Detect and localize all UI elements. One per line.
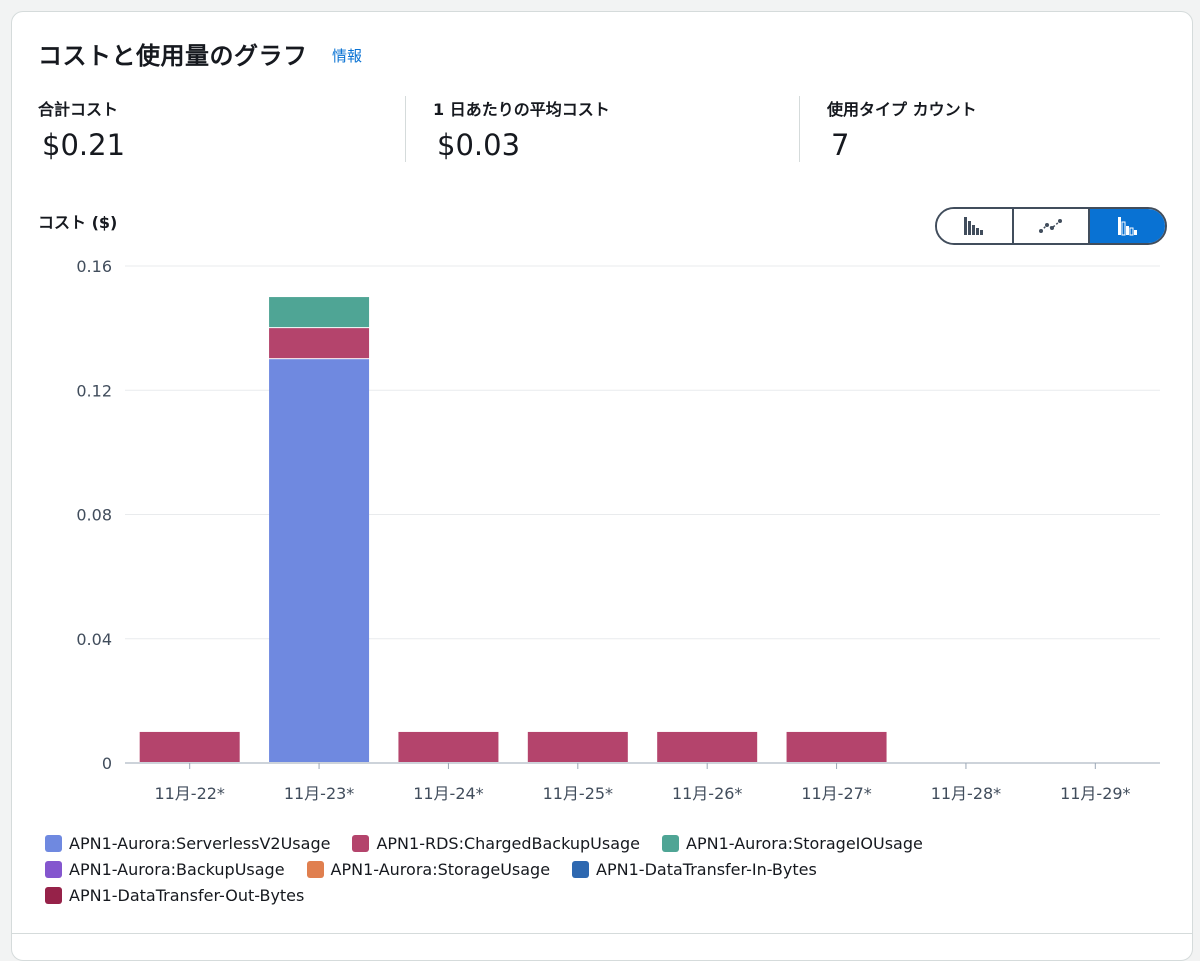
- bar-segment[interactable]: [786, 731, 887, 762]
- divider: [12, 933, 1192, 934]
- legend-item[interactable]: APN1-DataTransfer-In-Bytes: [572, 860, 817, 879]
- legend-item[interactable]: APN1-RDS:ChargedBackupUsage: [352, 834, 640, 853]
- bar-segment[interactable]: [527, 731, 628, 762]
- legend-item[interactable]: APN1-Aurora:BackupUsage: [45, 860, 285, 879]
- metric-label: 1 日あたりの平均コスト: [433, 100, 610, 119]
- metric-label: 使用タイプ カウント: [827, 100, 977, 119]
- legend-label: APN1-Aurora:ServerlessV2Usage: [69, 833, 331, 853]
- legend-swatch: [45, 834, 62, 852]
- legend-item[interactable]: APN1-Aurora:StorageUsage: [306, 859, 551, 879]
- y-tick-label: 0.04: [76, 630, 112, 649]
- metric-total-cost: 合計コスト $0.21: [38, 96, 125, 162]
- legend-row: APN1-Aurora:BackupUsage APN1-Aurora:Stora…: [45, 856, 1185, 882]
- x-tick-label: 11月-22*: [154, 784, 225, 803]
- bar-chart-icon: [964, 217, 984, 235]
- legend-row: APN1-DataTransfer-Out-Bytes: [45, 882, 1185, 908]
- cost-usage-graph-panel: コストと使用量のグラフ 情報 合計コスト $0.21 1 日あたりの平均コスト …: [11, 11, 1193, 961]
- legend-label: APN1-Aurora:StorageIOUsage: [686, 833, 923, 853]
- metric-value: $0.21: [42, 128, 126, 162]
- legend-item[interactable]: APN1-DataTransfer-Out-Bytes: [45, 886, 304, 905]
- stacked-bar-chart: 0 0.04 0.08 0.12 0.16 11月-22* 11月-23* 11月-24* 11…: [76, 257, 1160, 803]
- metric-average-daily-cost: 1 日あたりの平均コスト $0.03: [433, 96, 610, 162]
- legend-swatch: [306, 860, 324, 878]
- panel-title: コストと使用量のグラフ: [38, 42, 308, 70]
- legend-label: APN1-Aurora:StorageUsage: [330, 859, 551, 879]
- legend-item[interactable]: APN1-Aurora:ServerlessV2Usage: [45, 834, 330, 853]
- y-tick-label: 0: [102, 754, 112, 773]
- chart-legend: APN1-Aurora:ServerlessV2Usage APN1-RDS:Ch…: [45, 830, 1185, 908]
- y-tick-label: 0.16: [76, 257, 112, 276]
- info-link[interactable]: 情報: [332, 47, 363, 65]
- bar-segment[interactable]: [269, 359, 370, 762]
- x-tick-label: 11月-23*: [284, 784, 355, 803]
- x-tick-label: 11月-28*: [931, 784, 1002, 803]
- metric-value: 7: [831, 128, 850, 162]
- legend-swatch: [45, 860, 62, 878]
- bar-segment[interactable]: [139, 731, 240, 762]
- legend-label: APN1-Aurora:BackupUsage: [69, 859, 285, 879]
- metric-usage-type-count: 使用タイプ カウント 7: [827, 96, 977, 162]
- stacked-bar-chart-icon: [1117, 217, 1137, 236]
- legend-label: APN1-DataTransfer-In-Bytes: [596, 859, 817, 879]
- y-tick-label: 0.08: [76, 506, 112, 525]
- legend-swatch: [45, 886, 62, 904]
- legend-label: APN1-DataTransfer-Out-Bytes: [69, 885, 305, 905]
- legend-row: APN1-Aurora:ServerlessV2Usage APN1-RDS:Ch…: [45, 830, 1185, 856]
- metric-label: 合計コスト: [38, 100, 119, 119]
- y-tick-label: 0.12: [76, 381, 112, 400]
- divider: [799, 96, 800, 162]
- x-tick-label: 11月-29*: [1060, 784, 1131, 803]
- bar-segment[interactable]: [269, 297, 370, 328]
- line-chart-button[interactable]: [1011, 209, 1089, 243]
- x-tick-label: 11月-25*: [543, 784, 614, 803]
- legend-label: APN1-RDS:ChargedBackupUsage: [376, 833, 641, 853]
- legend-item[interactable]: APN1-Aurora:StorageIOUsage: [662, 834, 923, 853]
- stacked-bar-chart-button[interactable]: [1088, 209, 1165, 243]
- y-axis-title: コスト ($): [38, 213, 118, 232]
- bar-chart-button[interactable]: [937, 209, 1012, 243]
- x-tick-label: 11月-24*: [413, 784, 484, 803]
- chart-type-toggle: [935, 207, 1167, 245]
- bar-segment[interactable]: [657, 731, 758, 762]
- bar-segment[interactable]: [398, 731, 499, 762]
- legend-swatch: [352, 834, 370, 852]
- legend-swatch: [662, 834, 680, 852]
- bar-segment[interactable]: [269, 328, 370, 359]
- divider: [405, 96, 406, 162]
- metric-value: $0.03: [437, 128, 521, 162]
- x-tick-label: 11月-27*: [801, 784, 872, 803]
- legend-swatch: [572, 860, 590, 878]
- x-tick-label: 11月-26*: [672, 784, 743, 803]
- line-chart-icon: [1039, 219, 1062, 233]
